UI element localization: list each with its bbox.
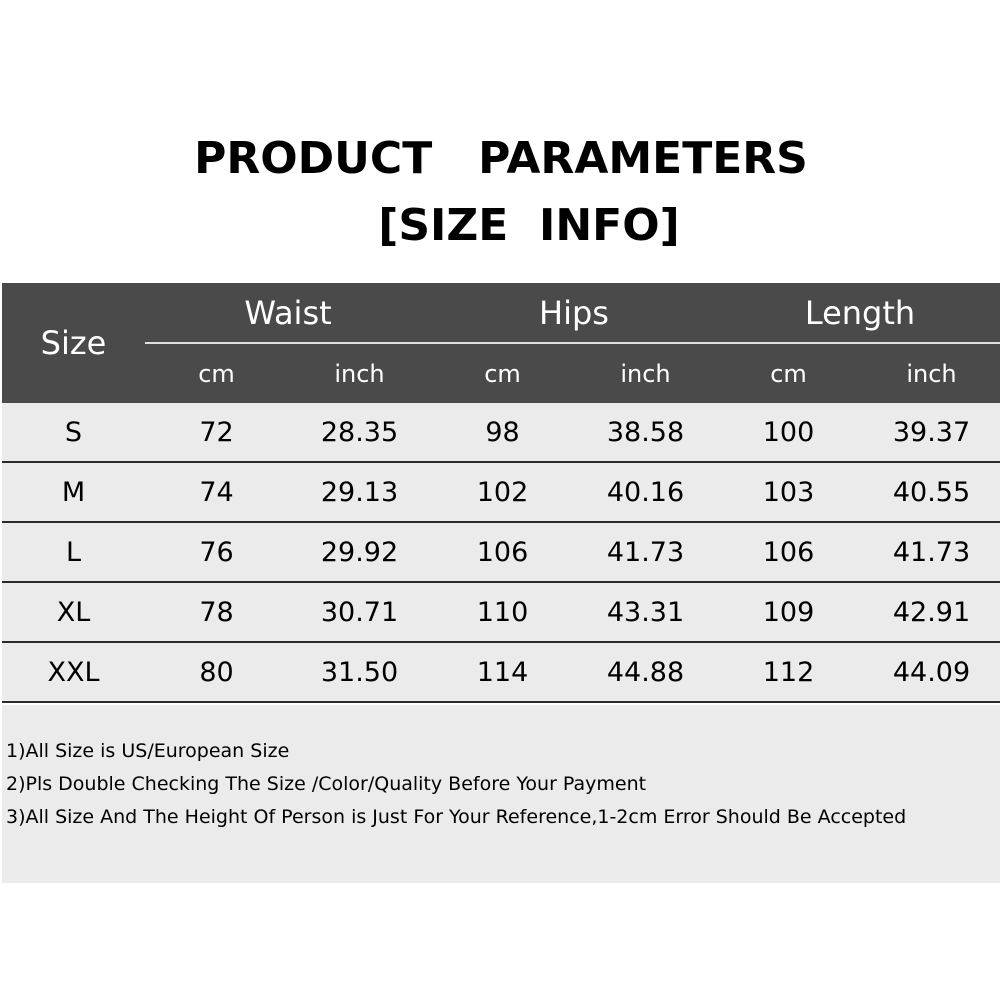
value-cell: 112 — [762, 656, 815, 688]
note-2: 2)Pls Double Checking The Size /Color/Qu… — [6, 773, 647, 795]
table-row: L 76 29.92 106 41.73 106 41.73 — [2, 523, 1000, 583]
unit-header: cm — [770, 360, 807, 388]
value-cell: 72 — [199, 416, 234, 448]
value-cell: 44.09 — [892, 656, 971, 688]
value-cell: 41.73 — [606, 536, 685, 568]
value-cell: 78 — [199, 596, 234, 628]
length-group-header: Length — [804, 294, 916, 332]
value-cell: 114 — [476, 656, 529, 688]
value-cell: 28.35 — [320, 416, 399, 448]
hips-group-header: Hips — [539, 294, 609, 332]
value-cell: 29.92 — [320, 536, 399, 568]
value-cell: 41.73 — [892, 536, 971, 568]
value-cell: 76 — [199, 536, 234, 568]
value-cell: 38.58 — [606, 416, 685, 448]
page-title: PRODUCT PARAMETERS — [194, 133, 808, 184]
value-cell: 40.16 — [606, 476, 685, 508]
notes-section: 1)All Size is US/European Size 2)Pls Dou… — [2, 705, 1000, 883]
unit-header: inch — [620, 360, 671, 388]
size-column-header: Size — [40, 324, 107, 362]
table-header: Size Waist Hips Length cm inch cm inch c… — [2, 283, 1000, 403]
note-3: 3)All Size And The Height Of Person is J… — [6, 806, 907, 828]
unit-header: inch — [334, 360, 385, 388]
value-cell: 103 — [762, 476, 815, 508]
table-row: M 74 29.13 102 40.16 103 40.55 — [2, 463, 1000, 523]
waist-group-header: Waist — [244, 294, 332, 332]
value-cell: 106 — [762, 536, 815, 568]
unit-header: inch — [906, 360, 957, 388]
value-cell: 102 — [476, 476, 529, 508]
table-row: XXL 80 31.50 114 44.88 112 44.09 — [2, 643, 1000, 703]
value-cell: 39.37 — [892, 416, 971, 448]
size-cell: S — [64, 416, 83, 448]
size-cell: XL — [56, 596, 91, 628]
value-cell: 30.71 — [320, 596, 399, 628]
value-cell: 100 — [762, 416, 815, 448]
value-cell: 40.55 — [892, 476, 971, 508]
unit-header: cm — [484, 360, 521, 388]
value-cell: 80 — [199, 656, 234, 688]
note-1: 1)All Size is US/European Size — [6, 740, 290, 762]
unit-header: cm — [198, 360, 235, 388]
value-cell: 31.50 — [320, 656, 399, 688]
value-cell: 43.31 — [606, 596, 685, 628]
value-cell: 109 — [762, 596, 815, 628]
value-cell: 29.13 — [320, 476, 399, 508]
value-cell: 44.88 — [606, 656, 685, 688]
size-cell: L — [65, 536, 82, 568]
value-cell: 42.91 — [892, 596, 971, 628]
size-cell: M — [61, 476, 86, 508]
header-divider — [145, 342, 1000, 344]
value-cell: 106 — [476, 536, 529, 568]
size-cell: XXL — [47, 656, 100, 688]
table-row: S 72 28.35 98 38.58 100 39.37 — [2, 403, 1000, 463]
page-subtitle: [SIZE INFO] — [378, 200, 680, 251]
table-row: XL 78 30.71 110 43.31 109 42.91 — [2, 583, 1000, 643]
value-cell: 98 — [485, 416, 520, 448]
value-cell: 110 — [476, 596, 529, 628]
value-cell: 74 — [199, 476, 234, 508]
